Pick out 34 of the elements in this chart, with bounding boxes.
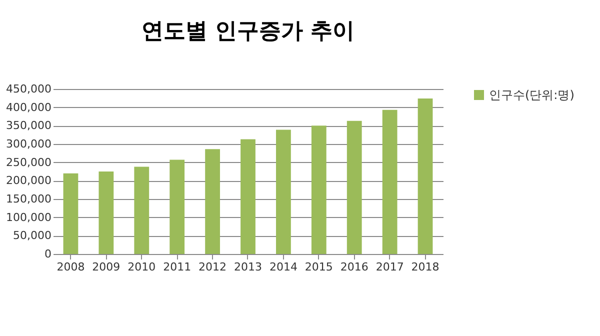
bar (276, 130, 291, 254)
x-tick-label: 2014 (269, 260, 298, 274)
chart-title: 연도별 인구증가 추이 (141, 19, 355, 44)
y-tick-label: 200,000 (6, 174, 52, 188)
x-tick-label: 2009 (92, 260, 120, 274)
bar (63, 173, 78, 254)
y-tick-label: 350,000 (6, 119, 52, 132)
y-tick-label: 250,000 (6, 156, 52, 169)
bar (382, 110, 398, 254)
x-tick-label: 2018 (411, 260, 440, 274)
x-tick-label: 2013 (234, 260, 262, 274)
x-tick-label: 2011 (163, 260, 192, 274)
legend-label: 인구수(단위:명) (489, 88, 574, 102)
bar (311, 126, 326, 254)
y-tick-label: 400,000 (6, 100, 52, 114)
y-tick-label: 450,000 (6, 82, 52, 96)
y-tick-label: 150,000 (6, 192, 52, 206)
y-tick-label: 0 (44, 248, 52, 260)
bar (134, 166, 150, 254)
bar (418, 98, 433, 254)
y-tick-label: 50,000 (13, 229, 52, 242)
bar (240, 139, 256, 254)
x-tick-label: 2010 (128, 260, 156, 274)
x-tick-label: 2016 (340, 260, 368, 274)
x-tick-label: 2015 (304, 260, 333, 274)
y-tick-label: 300,000 (6, 138, 52, 150)
x-tick-label: 2008 (56, 260, 85, 274)
y-tick-label: 100,000 (6, 210, 52, 224)
bar (346, 120, 362, 254)
x-tick-label: 2017 (376, 260, 404, 274)
bar (98, 172, 114, 254)
bar (170, 160, 185, 254)
x-tick-label: 2012 (198, 260, 227, 274)
bar (205, 149, 220, 254)
